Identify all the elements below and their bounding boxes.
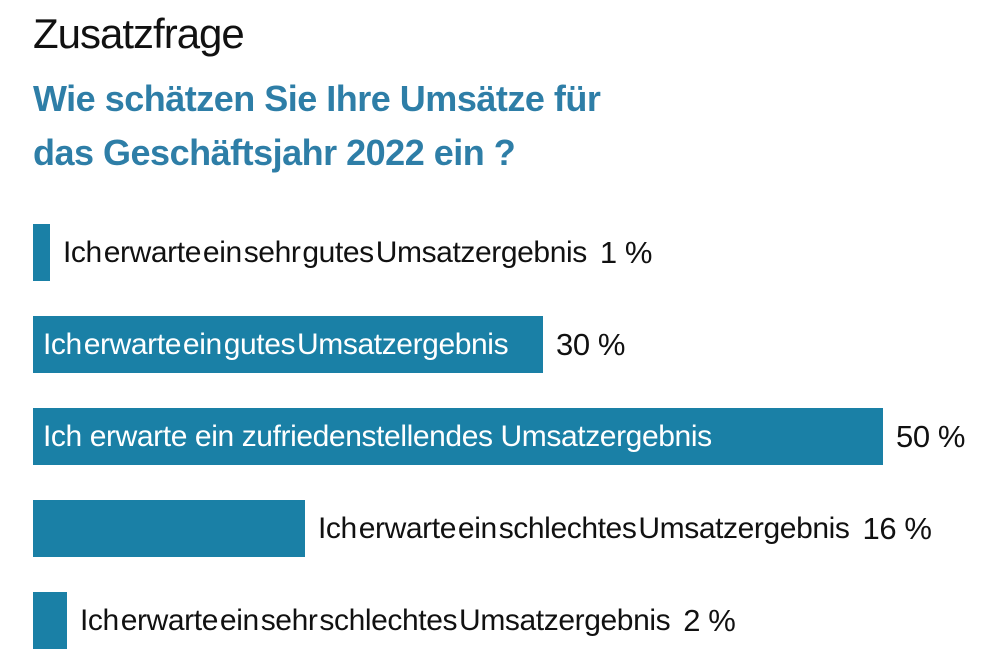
bar-row: Ich erwarte ein sehr schlechtes Umsatzer… bbox=[33, 592, 988, 650]
bar-row: Ich erwarte ein gutes Umsatzergebnis 30 … bbox=[33, 316, 988, 374]
bar-label: Ich erwarte ein gutes Umsatzergebnis bbox=[43, 327, 509, 361]
bar: Ich erwarte ein gutes Umsatzergebnis bbox=[33, 316, 543, 374]
bar-row: Ich erwarte ein schlechtes Umsatzergebni… bbox=[33, 500, 988, 558]
page-title: Zusatzfrage bbox=[33, 10, 245, 57]
bar: Ich erwarte ein zufriedenstellendes Umsa… bbox=[33, 408, 883, 466]
bar-label: Ich erwarte ein sehr schlechtes Umsatzer… bbox=[80, 603, 671, 637]
bar bbox=[33, 224, 50, 282]
bar-value: 16 % bbox=[862, 510, 932, 546]
bar-value: 1 % bbox=[599, 234, 653, 270]
bar-label: Ich erwarte ein sehr gutes Umsatzergebni… bbox=[63, 235, 587, 269]
bar bbox=[33, 592, 67, 650]
bar-value: 2 % bbox=[683, 602, 736, 638]
bar-row: Ich erwarte ein zufriedenstellendes Umsa… bbox=[33, 408, 988, 466]
bar-label: Ich erwarte ein schlechtes Umsatzergebni… bbox=[318, 511, 850, 545]
survey-question: Wie schätzen Sie Ihre Umsätze für das Ge… bbox=[33, 78, 601, 174]
bar bbox=[33, 500, 305, 558]
bar-value: 50 % bbox=[896, 418, 966, 454]
bar-row: Ich erwarte ein sehr gutes Umsatzergebni… bbox=[33, 224, 988, 282]
bar-value: 30 % bbox=[556, 326, 626, 362]
bar-label: Ich erwarte ein zufriedenstellendes Umsa… bbox=[43, 419, 712, 453]
bar-chart: Ich erwarte ein sehr gutes Umsatzergebni… bbox=[33, 224, 988, 650]
